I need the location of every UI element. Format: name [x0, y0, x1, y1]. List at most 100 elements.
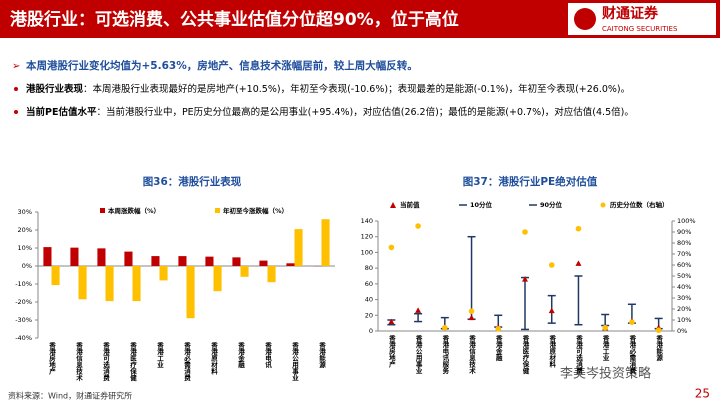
x-tick-label: 香港医疗保健 [521, 334, 530, 376]
y2-tick-label: 90% [677, 228, 691, 236]
y2-tick-label: 20% [677, 305, 691, 313]
x-tick-label: 香港房地产 [387, 334, 395, 369]
legend-swatch [600, 202, 606, 208]
x-tick-label: 香港金融 [237, 341, 246, 370]
page-number: 25 [695, 387, 710, 401]
percentile-marker [415, 223, 421, 229]
legend-swatch [100, 208, 105, 213]
x-tick-label: 香港原材料 [548, 334, 557, 369]
source: 资料来源：Wind，财通证券研究所 [8, 391, 132, 401]
current-marker [468, 314, 475, 321]
bar [78, 266, 87, 300]
bullet-text: ：本周港股行业表现最好的是房地产(+10.5%)，年初至今表现(-10.6%)；… [83, 83, 630, 95]
bar [232, 257, 241, 266]
bar [132, 266, 141, 302]
y-tick-label: 30% [18, 208, 32, 216]
bullet-line: 当前PE估值水平：当前港股行业中，PE历史分位最高的是公用事业(+95.4%)，… [26, 106, 634, 118]
y-tick-label: 60 [365, 280, 373, 288]
y-tick-label: -10% [15, 280, 32, 288]
x-tick-label: 香港信息技术 [468, 334, 477, 376]
percentile-marker [495, 326, 502, 332]
bar [178, 256, 187, 266]
bar [205, 256, 214, 266]
bar [43, 247, 52, 266]
legend-label: 本周涨跌幅（%） [108, 206, 160, 215]
x-tick-label: 香港房地产 [48, 341, 56, 376]
chart-title: 图37：港股行业PE绝对估值 [463, 175, 598, 188]
percentile-marker [575, 225, 582, 232]
x-tick-label: 香港电讯服务 [441, 334, 449, 376]
current-marker [522, 276, 528, 282]
bar [213, 266, 222, 292]
legend-label: 年初至今涨跌幅（%） [223, 206, 288, 215]
bullet-lead: 当前PE估值水平 [26, 106, 97, 118]
bar [124, 251, 133, 266]
y2-tick-label: 60% [677, 261, 691, 269]
bullet-arrow: ➢ [12, 61, 20, 72]
logo-cn: 财通证券 [601, 5, 659, 22]
logo-en: CAITONG SECURITIES [602, 25, 678, 33]
x-tick-label: 香港原材料 [210, 341, 219, 376]
bullet-dot [14, 87, 18, 91]
y2-tick-label: 10% [677, 316, 691, 324]
x-tick-label: 香港工业 [156, 341, 164, 369]
x-tick-label: 香港能源 [318, 341, 326, 370]
legend-label: 当前值 [400, 200, 420, 209]
y-tick-label: 20% [18, 226, 32, 234]
y-tick-label: -20% [15, 298, 32, 306]
percentile-marker [442, 324, 448, 331]
percentile-marker [468, 308, 475, 315]
bullet-text: 本周港股行业变化均值为+5.63%，房地产、信息技术涨幅居前，较上周大幅反转。 [26, 59, 418, 72]
legend-swatch [390, 202, 396, 208]
bar [151, 256, 160, 266]
x-tick-label: 香港公用事业 [414, 334, 423, 375]
legend-label: 历史分位数（右轴） [610, 200, 669, 209]
y-tick-label: 100 [361, 248, 373, 256]
y-tick-label: 80 [365, 264, 373, 272]
bar [286, 263, 295, 266]
legend-swatch [215, 208, 220, 213]
bar [159, 266, 168, 281]
current-marker [548, 307, 555, 314]
bar [70, 247, 79, 266]
y2-tick-label: 30% [677, 294, 691, 302]
bar [294, 229, 303, 266]
bar [267, 266, 276, 283]
y-tick-label: 0% [22, 262, 32, 270]
logo-icon [574, 8, 596, 30]
current-marker [388, 318, 395, 325]
x-tick-label: 香港医疗保健 [129, 341, 138, 383]
x-tick-label: 香港信息技术 [75, 341, 84, 383]
y2-tick-label: 40% [677, 283, 691, 291]
y-tick-label: 10% [18, 244, 32, 252]
x-tick-label: 香港能源 [655, 334, 663, 363]
y2-tick-label: 100% [677, 217, 696, 225]
x-tick-label: 香港必需消费 [628, 334, 636, 376]
y-tick-label: 0 [369, 327, 373, 335]
bullet-line: 港股行业表现：本周港股行业表现最好的是房地产(+10.5%)，年初至今表现(-1… [26, 83, 630, 95]
bar [321, 219, 330, 266]
x-tick-label: 香港金融 [494, 334, 503, 363]
watermark: 李美岑投资策略 [560, 366, 651, 382]
y-tick-label: 40 [365, 296, 373, 304]
bar [240, 266, 249, 277]
x-tick-label: 香港电讯 [264, 341, 272, 370]
x-tick-label: 香港公用事业 [291, 341, 300, 382]
legend-label: 90分位 [540, 200, 563, 209]
chart-title: 图36：港股行业表现 [143, 175, 242, 188]
bullet-lead: 港股行业表现 [26, 83, 84, 95]
y2-tick-label: 80% [677, 239, 691, 247]
bar [259, 260, 268, 266]
header-title: 港股行业：可选消费、公共事业估值分位超90%，位于高位 [10, 9, 459, 30]
bar [105, 266, 114, 302]
bar [97, 248, 106, 266]
y-tick-label: 120 [361, 233, 373, 241]
current-marker [415, 307, 422, 313]
y-tick-label: 20 [365, 311, 373, 319]
y-tick-label: -40% [15, 334, 32, 342]
percentile-marker [655, 327, 662, 334]
percentile-marker [548, 262, 555, 268]
bullet-text: ：当前港股行业中，PE历史分位最高的是公用事业(+95.4%)，对应估值(26.… [96, 106, 633, 118]
x-tick-label: 香港必需消费 [183, 341, 191, 383]
